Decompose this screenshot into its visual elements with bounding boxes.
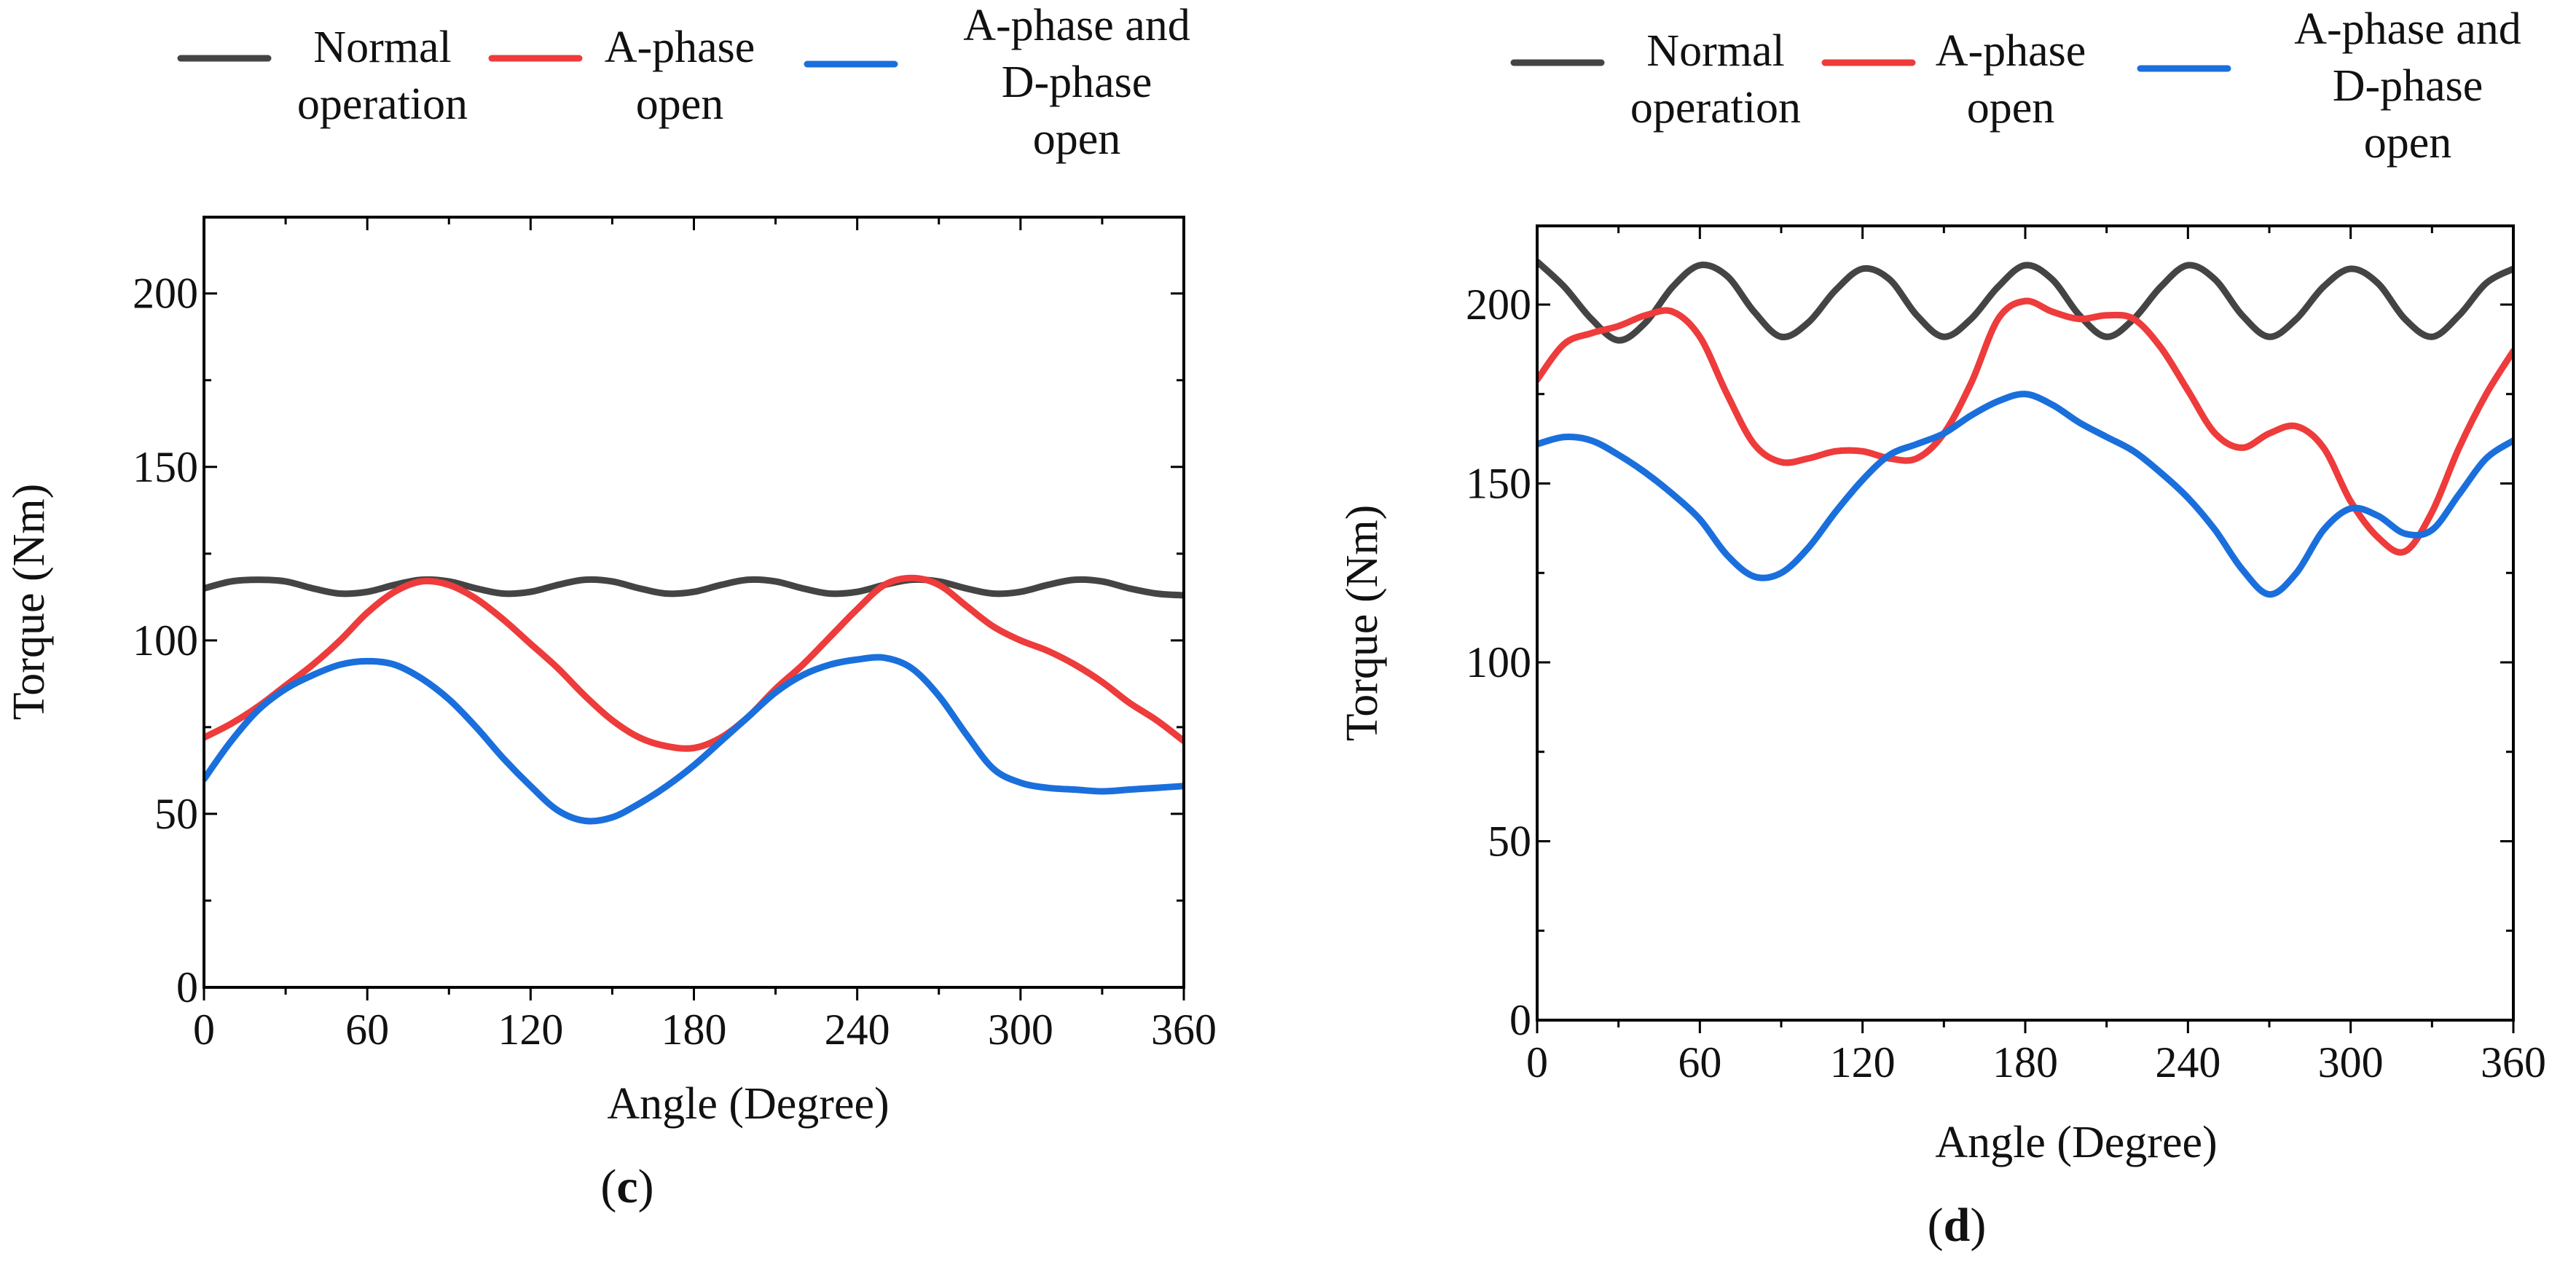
y-tick-label: 200 bbox=[133, 270, 198, 318]
y-tick-label: 0 bbox=[176, 963, 198, 1011]
x-tick-label: 240 bbox=[825, 1006, 890, 1054]
series-line-3 bbox=[204, 654, 1184, 825]
x-tick-label: 0 bbox=[193, 1006, 215, 1054]
x-tick-label: 120 bbox=[1830, 1038, 1896, 1086]
legend-label-3: A-phase and D-phase open bbox=[2294, 4, 2521, 168]
legend-label-2: A-phase open bbox=[605, 23, 755, 129]
y-tick-label: 50 bbox=[1488, 818, 1531, 866]
y-tick-label: 150 bbox=[133, 443, 198, 491]
y-tick-label: 100 bbox=[133, 616, 198, 665]
x-axis-title: Angle (Degree) bbox=[1935, 1118, 2217, 1167]
chart-panel-d: Normal operation A-phase open A-phase and D-p… bbox=[1338, 4, 2546, 1252]
plot-frame bbox=[203, 216, 1185, 989]
series-line-1 bbox=[204, 576, 1184, 599]
chart-panel-c: Normal operation A-phase open A-phase and D-p… bbox=[4, 1, 1217, 1213]
panel-label: (c) bbox=[600, 1160, 653, 1213]
x-tick-label: 360 bbox=[1151, 1006, 1217, 1054]
x-tick-label: 360 bbox=[2481, 1038, 2546, 1086]
x-tick-label: 60 bbox=[1678, 1038, 1721, 1086]
x-tick-label: 240 bbox=[2155, 1038, 2220, 1086]
y-axis-title: Torque (Nm) bbox=[4, 484, 54, 721]
plot-frame bbox=[1536, 224, 2515, 1022]
x-tick-label: 180 bbox=[1992, 1038, 2058, 1086]
panel-label: (d) bbox=[1928, 1199, 1987, 1252]
y-tick-label: 100 bbox=[1466, 638, 1531, 686]
y-axis-title: Torque (Nm) bbox=[1338, 505, 1387, 742]
x-tick-label: 120 bbox=[498, 1006, 563, 1054]
y-tick-label: 200 bbox=[1466, 281, 1531, 329]
legend-label-3: A-phase and D-phase open bbox=[963, 1, 1190, 164]
x-axis-title: Angle (Degree) bbox=[607, 1079, 889, 1129]
y-tick-label: 150 bbox=[1466, 460, 1531, 508]
series-line-2 bbox=[204, 574, 1184, 752]
x-tick-label: 0 bbox=[1526, 1038, 1548, 1086]
x-tick-label: 300 bbox=[988, 1006, 1053, 1054]
y-tick-label: 0 bbox=[1509, 996, 1531, 1044]
legend-label-2: A-phase open bbox=[1936, 26, 2086, 133]
x-tick-label: 180 bbox=[661, 1006, 727, 1054]
y-tick-label: 50 bbox=[154, 790, 198, 838]
legend-label-1: Normal operation bbox=[1630, 26, 1801, 133]
series-line-3 bbox=[1537, 391, 2513, 598]
x-tick-label: 60 bbox=[345, 1006, 389, 1054]
legend-label-1: Normal operation bbox=[297, 23, 468, 129]
x-tick-label: 300 bbox=[2318, 1038, 2384, 1086]
series-line-2 bbox=[1537, 297, 2513, 556]
series-line-1 bbox=[1537, 258, 2513, 344]
